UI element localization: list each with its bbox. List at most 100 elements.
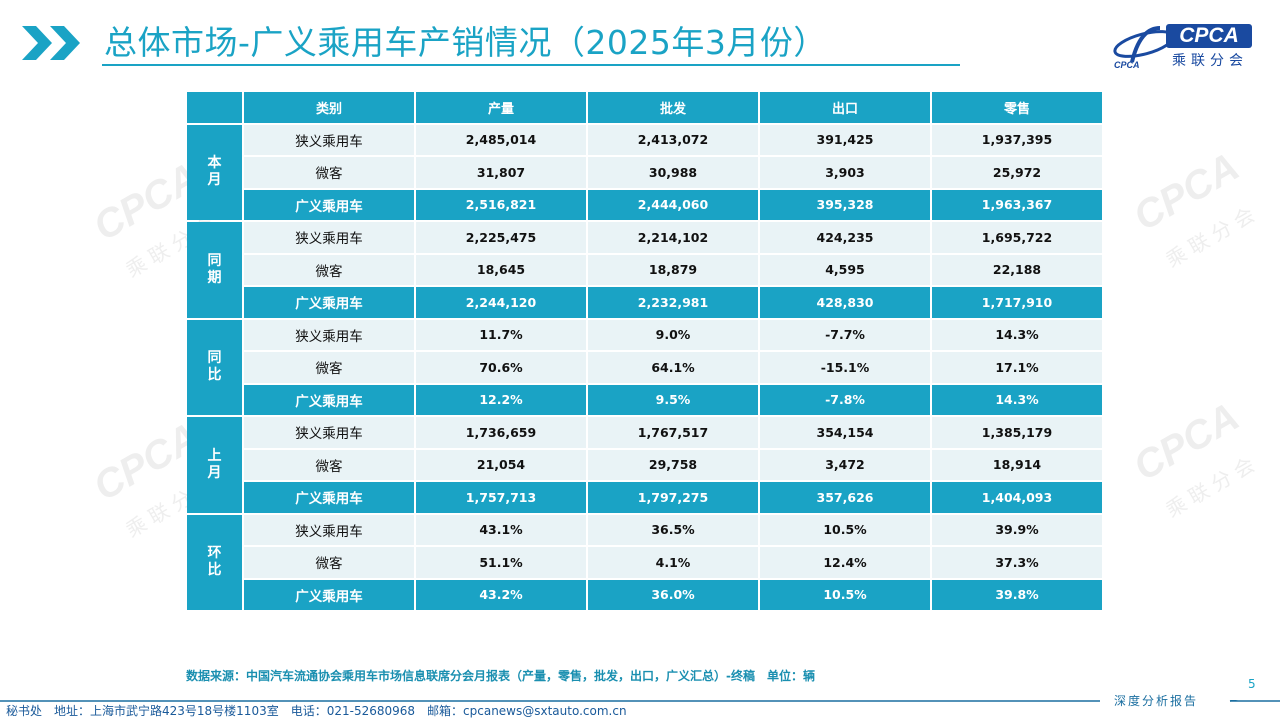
export-cell: 395,328 xyxy=(760,189,930,220)
retail-cell: 1,404,093 xyxy=(932,482,1102,513)
column-header-category: 类别 xyxy=(244,92,414,123)
export-cell: 424,235 xyxy=(760,222,930,253)
table-row: 环比 狭义乘用车 43.1% 36.5% 10.5% 39.9% xyxy=(187,514,1102,610)
category-cell: 狭义乘用车 xyxy=(244,514,414,545)
production-cell: 2,485,014 xyxy=(416,124,586,155)
category-cell: 微客 xyxy=(244,254,414,285)
footer-divider xyxy=(0,700,1280,702)
production-cell: 43.2% xyxy=(416,579,586,610)
column-header-retail: 零售 xyxy=(932,92,1102,123)
export-cell: 3,903 xyxy=(760,157,930,188)
row-group-label: 上月 xyxy=(187,417,242,513)
table-row: 微客 21,054 29,758 3,472 18,914 xyxy=(187,449,1102,480)
logo-wordmark: CPCA xyxy=(1166,24,1252,48)
retail-cell: 25,972 xyxy=(932,157,1102,188)
watermark-text: CPCA xyxy=(1126,144,1247,240)
category-cell: 广义乘用车 xyxy=(244,189,414,220)
wholesale-cell: 9.0% xyxy=(588,319,758,350)
category-cell: 狭义乘用车 xyxy=(244,222,414,253)
row-group-label-text: 本月 xyxy=(207,155,222,189)
logo-small-text: CPCA xyxy=(1114,60,1140,70)
wholesale-cell: 1,797,275 xyxy=(588,482,758,513)
export-cell: -7.8% xyxy=(760,384,930,415)
retail-cell: 14.3% xyxy=(932,384,1102,415)
table-row: 同期 狭义乘用车 2,225,475 2,214,102 424,235 1,695,72… xyxy=(187,222,1102,318)
production-cell: 2,225,475 xyxy=(416,222,586,253)
wholesale-cell: 2,232,981 xyxy=(588,287,758,318)
row-group-label-text: 同比 xyxy=(207,350,222,384)
retail-cell: 1,695,722 xyxy=(932,222,1102,253)
category-cell: 广义乘用车 xyxy=(244,579,414,610)
page-number: 5 xyxy=(1248,677,1256,691)
production-cell: 1,736,659 xyxy=(416,417,586,448)
export-cell: 3,472 xyxy=(760,449,930,480)
retail-cell: 14.3% xyxy=(932,319,1102,350)
category-cell: 微客 xyxy=(244,352,414,383)
row-group-label-text: 上月 xyxy=(207,447,222,481)
category-cell: 微客 xyxy=(244,157,414,188)
category-cell: 微客 xyxy=(244,547,414,578)
table-row: 微客 51.1% 4.1% 12.4% 37.3% xyxy=(187,547,1102,578)
column-header-export: 出口 xyxy=(760,92,930,123)
wholesale-cell: 2,444,060 xyxy=(588,189,758,220)
table-row: 广义乘用车 2,516,821 2,444,060 395,328 1,963,367 xyxy=(187,189,1102,220)
row-group-label-text: 同期 xyxy=(207,252,222,286)
table-row: 上月 狭义乘用车 1,736,659 1,767,517 354,154 1,385,17… xyxy=(187,417,1102,513)
production-cell: 18,645 xyxy=(416,254,586,285)
export-cell: 10.5% xyxy=(760,579,930,610)
export-cell: -7.7% xyxy=(760,319,930,350)
table-header-row: 类别 产量 批发 出口 零售 xyxy=(187,92,1102,123)
wholesale-cell: 29,758 xyxy=(588,449,758,480)
page-title: 总体市场-广义乘用车产销情况（2025年3月份） xyxy=(104,23,827,62)
row-group-label: 同比 xyxy=(187,319,242,415)
table-body: 本月 狭义乘用车 2,485,014 2,413,072 391,425 1,937,39… xyxy=(187,124,1102,610)
watermark-subtext: 乘联分会 xyxy=(1161,449,1264,523)
production-cell: 2,516,821 xyxy=(416,189,586,220)
contact-info: 秘书处 地址：上海市武宁路423号18号楼1103室 电话：021-526809… xyxy=(6,704,627,718)
table-row: 本月 狭义乘用车 2,485,014 2,413,072 391,425 1,937,39… xyxy=(187,124,1102,220)
export-cell: 428,830 xyxy=(760,287,930,318)
export-cell: 10.5% xyxy=(760,514,930,545)
header-corner xyxy=(187,92,242,123)
watermark-text: CPCA xyxy=(1126,394,1247,490)
watermark-subtext: 乘联分会 xyxy=(1161,199,1264,273)
production-cell: 12.2% xyxy=(416,384,586,415)
retail-cell: 1,717,910 xyxy=(932,287,1102,318)
wholesale-cell: 1,767,517 xyxy=(588,417,758,448)
production-cell: 11.7% xyxy=(416,319,586,350)
wholesale-cell: 2,214,102 xyxy=(588,222,758,253)
column-header-wholesale: 批发 xyxy=(588,92,758,123)
row-group-label: 环比 xyxy=(187,514,242,610)
wholesale-cell: 30,988 xyxy=(588,157,758,188)
production-cell: 1,757,713 xyxy=(416,482,586,513)
column-header-production: 产量 xyxy=(416,92,586,123)
watermark-logo: CPCA 乘联分会 xyxy=(1090,395,1280,523)
retail-cell: 18,914 xyxy=(932,449,1102,480)
chevron-right-double-icon xyxy=(22,26,80,60)
export-cell: 357,626 xyxy=(760,482,930,513)
retail-cell: 39.8% xyxy=(932,579,1102,610)
production-cell: 2,244,120 xyxy=(416,287,586,318)
wholesale-cell: 36.0% xyxy=(588,579,758,610)
category-cell: 微客 xyxy=(244,449,414,480)
table-row: 同比 狭义乘用车 11.7% 9.0% -7.7% 14.3% xyxy=(187,319,1102,415)
data-source-note: 数据来源：中国汽车流通协会乘用车市场信息联席分会月报表（产量，零售，批发，出口，… xyxy=(186,669,815,683)
retail-cell: 1,963,367 xyxy=(932,189,1102,220)
category-cell: 狭义乘用车 xyxy=(244,417,414,448)
category-cell: 广义乘用车 xyxy=(244,482,414,513)
table-row: 微客 70.6% 64.1% -15.1% 17.1% xyxy=(187,352,1102,383)
retail-cell: 1,937,395 xyxy=(932,124,1102,155)
export-cell: 354,154 xyxy=(760,417,930,448)
row-group-label: 本月 xyxy=(187,124,242,220)
table-row: 广义乘用车 43.2% 36.0% 10.5% 39.8% xyxy=(187,579,1102,610)
table-row: 广义乘用车 1,757,713 1,797,275 357,626 1,404,093 xyxy=(187,482,1102,513)
wholesale-cell: 36.5% xyxy=(588,514,758,545)
report-tag: 深度分析报告 xyxy=(1114,694,1199,708)
market-summary-table: 类别 产量 批发 出口 零售 本月 狭义乘用车 2,485,014 2,413,072… xyxy=(185,90,1104,612)
table-row: 微客 31,807 30,988 3,903 25,972 xyxy=(187,157,1102,188)
production-cell: 51.1% xyxy=(416,547,586,578)
row-group-label-text: 环比 xyxy=(207,545,222,579)
category-cell: 广义乘用车 xyxy=(244,287,414,318)
category-cell: 广义乘用车 xyxy=(244,384,414,415)
row-group-label: 同期 xyxy=(187,222,242,318)
